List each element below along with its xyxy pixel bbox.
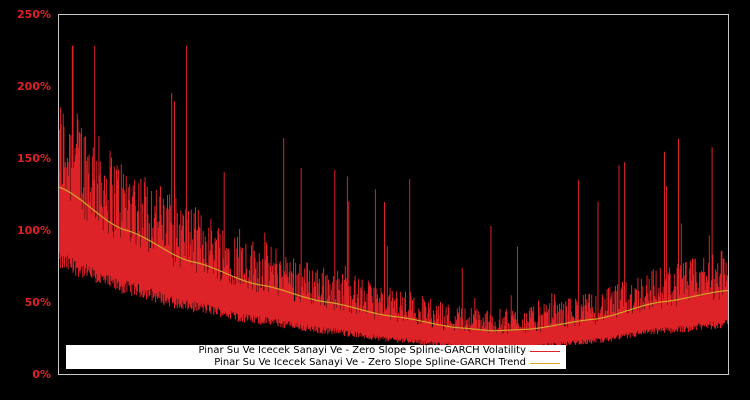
y-tick-label: 250%	[17, 8, 51, 21]
plot-frame	[58, 14, 729, 375]
volatility-series	[58, 45, 728, 351]
legend: Pinar Su Ve Icecek Sanayi Ve - Zero Slop…	[66, 345, 566, 369]
y-tick-label: 150%	[17, 152, 51, 165]
legend-trend-swatch	[530, 363, 560, 364]
y-tick-label: 200%	[17, 80, 51, 93]
y-tick-label: 100%	[17, 224, 51, 237]
legend-volatility-label: Pinar Su Ve Icecek Sanayi Ve - Zero Slop…	[198, 345, 526, 356]
y-axis-ticks: 0% 50% 100% 150% 200% 250%	[17, 8, 51, 381]
legend-trend-label: Pinar Su Ve Icecek Sanayi Ve - Zero Slop…	[214, 357, 526, 368]
trend-series	[57, 186, 729, 332]
y-tick-label: 0%	[32, 368, 51, 381]
legend-volatility-swatch	[530, 351, 560, 352]
y-tick-label: 50%	[25, 296, 51, 309]
